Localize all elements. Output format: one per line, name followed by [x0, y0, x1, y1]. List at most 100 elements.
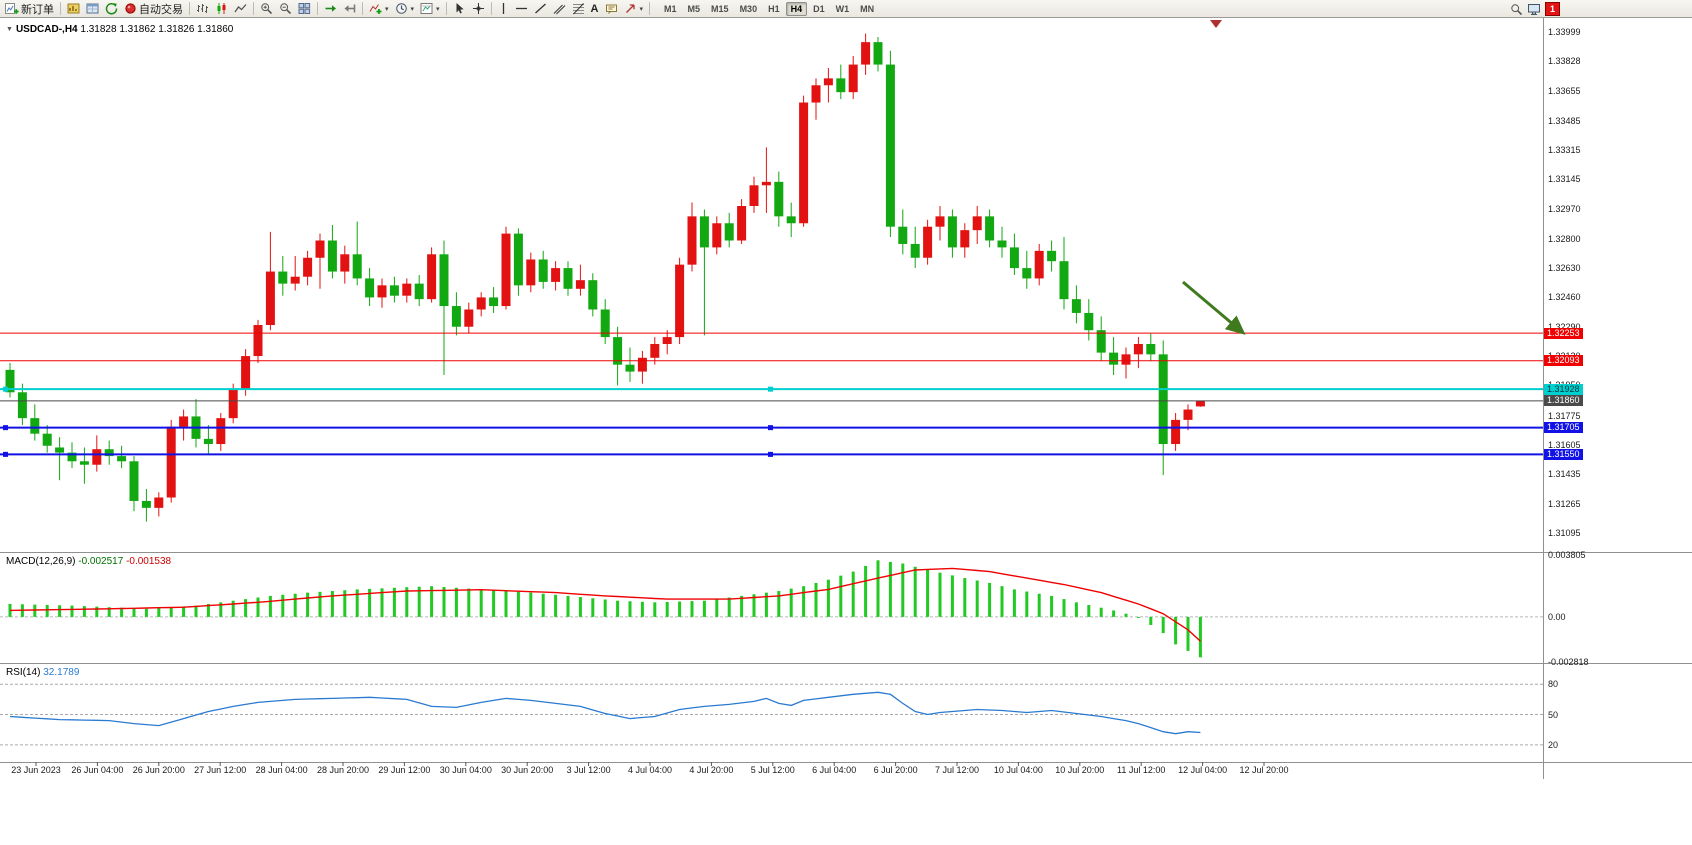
bar-chart-icon [197, 4, 208, 13]
templates-icon [420, 3, 433, 14]
chart-profiles-icon [67, 3, 80, 14]
macd-histogram-bar [45, 604, 49, 617]
cursor-button[interactable] [450, 0, 469, 18]
line-handle[interactable] [3, 425, 8, 431]
candle-body [972, 216, 982, 231]
macd-histogram-bar [529, 592, 533, 617]
macd-histogram-bar [33, 604, 37, 617]
timeframe-button-h4[interactable]: H4 [785, 1, 808, 16]
candle-body [910, 243, 920, 258]
line-handle[interactable] [768, 386, 773, 392]
timeframe-group: M1 M5 M15 M30 H1 H4 D1 W1 MN [659, 1, 879, 16]
timeframe-button-d1[interactable]: D1 [813, 3, 825, 14]
data-window-button[interactable] [83, 0, 102, 18]
timeframe-button-m30[interactable]: M30 [739, 3, 758, 14]
candle-body [1195, 400, 1205, 407]
candle-body [873, 42, 883, 65]
notification-badge[interactable]: 1 [1545, 2, 1560, 16]
search-icon[interactable] [1510, 3, 1523, 16]
auto-scroll-button[interactable] [321, 0, 340, 18]
macd-histogram-bar [58, 605, 62, 617]
horizontal-line-tool-button[interactable] [512, 0, 531, 18]
crosshair-icon [472, 3, 484, 14]
new-order-button[interactable]: 新订单 [2, 0, 57, 18]
candle-body [935, 216, 945, 227]
candle-body [303, 257, 313, 277]
profiles-button[interactable] [64, 0, 83, 18]
macd-histogram-bar [938, 572, 942, 617]
dropdown-caret: ▾ [385, 5, 389, 13]
zoom-in-button[interactable] [257, 0, 276, 18]
timeframe-button-w1[interactable]: W1 [835, 3, 850, 14]
candle-body [30, 418, 40, 434]
candle-body [104, 449, 114, 457]
macd-histogram-bar [244, 599, 248, 617]
templates-button[interactable]: ▾ [417, 0, 443, 18]
macd-histogram-bar [814, 582, 818, 617]
macd-histogram-bar [1050, 595, 1054, 617]
line-chart-mode-button[interactable] [231, 0, 250, 18]
timeframe-button-m15[interactable]: M15 [711, 3, 729, 14]
clock-icon [395, 3, 407, 14]
macd-histogram-bar [851, 571, 855, 617]
monitor-icon[interactable] [1527, 3, 1541, 16]
line-handle[interactable] [768, 425, 773, 431]
dropdown-caret: ▾ [436, 5, 440, 13]
line-handle[interactable] [3, 386, 8, 392]
macd-histogram-bar [70, 605, 74, 617]
macd-histogram-bar [1074, 602, 1078, 617]
text-label-tool-button[interactable] [602, 0, 621, 18]
macd-histogram-bar [1062, 599, 1066, 617]
candle-body [42, 433, 52, 446]
candle-body [513, 233, 523, 286]
timeframe-button-mn[interactable]: MN [860, 3, 875, 14]
channel-tool-button[interactable] [550, 0, 569, 18]
macd-histogram-bar [988, 582, 992, 617]
macd-histogram-bar [789, 588, 793, 617]
arrows-tool-button[interactable]: ▾ [621, 0, 647, 18]
chart-shift-icon [344, 4, 356, 13]
chart-shift-marker[interactable] [1210, 20, 1222, 28]
candle-body [885, 64, 895, 227]
crosshair-button[interactable] [469, 0, 488, 18]
candle-body [92, 449, 102, 465]
macd-histogram-bar [492, 590, 496, 617]
zoom-out-button[interactable] [276, 0, 295, 18]
arrow-annotation[interactable] [1182, 280, 1246, 335]
candle-body [154, 497, 164, 508]
candle-body [389, 285, 399, 296]
macd-histogram-bar [727, 597, 731, 617]
text-tool-button[interactable]: A [588, 0, 602, 18]
candle-body [166, 426, 176, 498]
candle-body [724, 223, 734, 241]
line-handle[interactable] [768, 451, 773, 457]
line-handle[interactable] [3, 451, 8, 457]
vertical-line-tool-button[interactable] [495, 0, 512, 18]
timeframe-button-m5[interactable]: M5 [687, 3, 701, 14]
macd-histogram-bar [764, 592, 768, 617]
timeframe-button-m1[interactable]: M1 [664, 3, 677, 14]
fibonacci-tool-button[interactable] [569, 0, 588, 18]
chart-shift-button[interactable] [340, 0, 359, 18]
trendline-tool-button[interactable] [531, 0, 550, 18]
macd-histogram-bar [107, 607, 111, 617]
macd-histogram-bar [268, 595, 272, 617]
candlestick-mode-button[interactable] [212, 0, 231, 18]
macd-histogram-bar [678, 601, 682, 617]
periods-button[interactable]: ▾ [392, 0, 418, 18]
navigator-button[interactable] [102, 0, 121, 18]
channel-icon [553, 4, 565, 15]
macd-histogram-bar [864, 565, 868, 617]
autotrade-button[interactable]: 自动交易 [121, 0, 186, 18]
candle-body [1158, 354, 1168, 445]
timeframe-button-h1[interactable]: H1 [768, 3, 780, 14]
indicators-button[interactable]: ▾ [366, 0, 392, 18]
macd-histogram-bar [1149, 616, 1153, 625]
bar-chart-mode-button[interactable] [193, 0, 212, 18]
macd-histogram-bar [144, 608, 148, 617]
candle-body [1022, 268, 1032, 279]
macd-histogram-bar [591, 598, 595, 617]
candle-body [898, 226, 908, 244]
tile-windows-button[interactable] [295, 0, 314, 18]
